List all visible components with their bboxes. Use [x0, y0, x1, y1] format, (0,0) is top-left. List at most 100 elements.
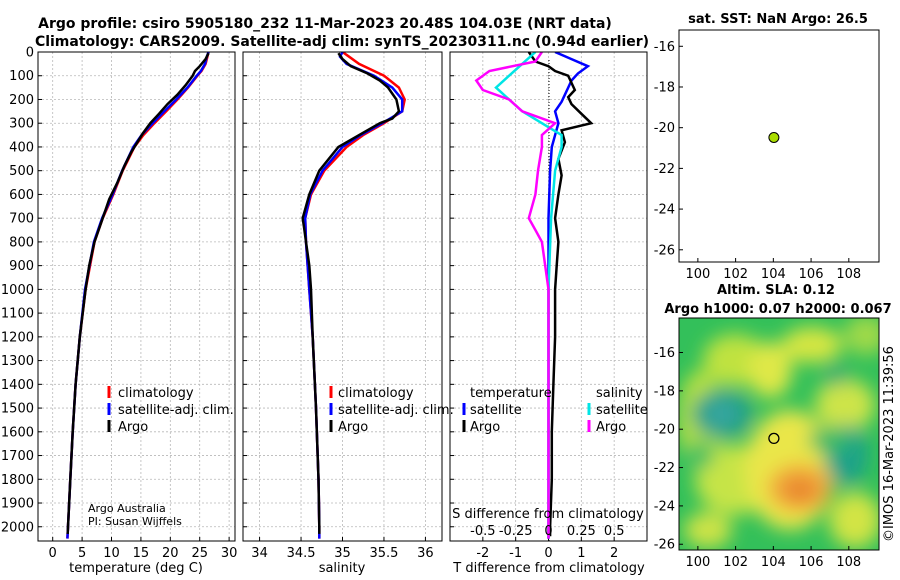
lat-tick-label: -24: [654, 203, 675, 218]
sla-panel: Altim. SLA: 0.12 Argo h1000: 0.07 h2000:…: [654, 283, 892, 570]
credit-organisation: Argo Australia: [88, 502, 166, 515]
depth-tick-label: 200: [9, 93, 34, 108]
lat-tick-label: -26: [654, 538, 675, 553]
lat-tick-label: -20: [654, 423, 675, 438]
difference-axes-frame: [449, 51, 648, 542]
depth-tick-label: 1700: [1, 449, 34, 464]
depth-tick-label: 500: [9, 164, 34, 179]
depth-tick-label: 100: [9, 69, 34, 84]
credit-pi: PI: Susan Wijffels: [88, 515, 182, 528]
depth-tick-label: 900: [9, 259, 34, 274]
salinity-axes-frame: [242, 51, 443, 542]
s-difference-label: S difference from climatology: [452, 507, 644, 522]
s-tick-label: 0.25: [567, 524, 596, 539]
lon-tick-label: 102: [723, 555, 748, 570]
legend-t-satellite-label: satellite: [470, 403, 522, 418]
salinity-grid: [243, 51, 442, 541]
x-tick-label: 0: [49, 546, 57, 561]
legend-salinity-title: salinity: [596, 386, 643, 401]
lat-tick-label: -18: [654, 384, 675, 399]
s-tick-label: -0.5: [470, 524, 495, 539]
temperature-argo-line: [66, 52, 210, 534]
sst-panel: sat. SST: NaN Argo: 26.5 100 102 104 106 108…: [654, 12, 880, 282]
lon-tick-label: 100: [685, 267, 710, 282]
depth-tick-label: 1400: [1, 378, 34, 393]
x-tick-label: 25: [191, 546, 208, 561]
lon-tick-label: 104: [761, 555, 786, 570]
difference-panel: -2 -1 0 1 2 temperature satellite Argo salin…: [449, 51, 648, 576]
lon-tick-label: 106: [799, 267, 824, 282]
salinity-ticks: 34 34.5 35 35.5 36: [243, 51, 434, 561]
x-tick-label: 20: [162, 546, 179, 561]
legend-satellite-label: satellite-adj. clim.: [338, 403, 454, 418]
depth-tick-label: 1600: [1, 425, 34, 440]
temperature-ticks: 0 5 10 15 20 25 300100200300400500600700800900…: [1, 46, 237, 562]
lat-tick-label: -18: [654, 80, 675, 95]
figure-title-line1: Argo profile: csiro 5905180_232 11-Mar-2…: [38, 16, 612, 32]
legend-s-argo-label: Argo: [596, 420, 626, 435]
depth-tick-label: 1900: [1, 497, 34, 512]
depth-tick-label: 1300: [1, 354, 34, 369]
salinity-satellite-line: [303, 52, 404, 539]
legend-climatology-label: climatology: [118, 386, 194, 401]
depth-tick-label: 1800: [1, 473, 34, 488]
x-tick-label: -1: [509, 546, 522, 561]
s-difference-ticks: -0.5 -0.25 0 0.25 0.5: [470, 524, 624, 539]
x-tick-label: -2: [476, 546, 489, 561]
legend-argo-label: Argo: [118, 420, 148, 435]
depth-tick-label: 300: [9, 117, 34, 132]
sla-heatmap: [679, 318, 879, 550]
legend-temperature-title: temperature: [470, 386, 552, 401]
sst-title: sat. SST: NaN Argo: 26.5: [688, 12, 868, 27]
legend-s-satellite-label: satellite: [596, 403, 648, 418]
depth-tick-label: 1200: [1, 330, 34, 345]
x-tick-label: 1: [577, 546, 585, 561]
lat-tick-label: -26: [654, 243, 675, 258]
temperature-panel: 0 5 10 15 20 25 300100200300400500600700800900…: [1, 46, 237, 577]
depth-tick-label: 2000: [1, 520, 34, 535]
lon-tick-label: 106: [799, 555, 824, 570]
x-tick-label: 36: [417, 546, 434, 561]
salinity-xlabel: salinity: [319, 561, 366, 576]
temperature-legend: climatology satellite-adj. clim. Argo: [107, 386, 234, 435]
lon-tick-label: 100: [685, 555, 710, 570]
depth-tick-label: 700: [9, 212, 34, 227]
lon-tick-label: 108: [836, 555, 861, 570]
depth-tick-label: 1100: [1, 307, 34, 322]
lat-tick-label: -16: [654, 40, 675, 55]
depth-tick-label: 800: [9, 235, 34, 250]
x-tick-label: 0: [544, 546, 552, 561]
legend-t-argo-label: Argo: [470, 420, 500, 435]
s-tick-label: 0: [544, 524, 552, 539]
imos-timestamp-watermark: ©IMOS 16-Mar-2023 11:39:56: [882, 346, 897, 542]
x-tick-label: 35: [334, 546, 351, 561]
lat-tick-label: -20: [654, 121, 675, 136]
sst-ticks: 100 102 104 106 108 -16 -18 -20 -22 -24 -26: [654, 40, 861, 282]
salinity-panel: 34 34.5 35 35.5 36 climatology satellite-adj…: [242, 51, 454, 576]
sla-title-line2: Argo h1000: 0.07 h2000: 0.067: [664, 302, 891, 317]
temperature-axes-frame: [37, 51, 236, 542]
sst-axes-frame: [678, 29, 880, 263]
legend-argo-label: Argo: [338, 420, 368, 435]
depth-tick-label: 0: [26, 46, 34, 61]
lat-tick-label: -16: [654, 346, 675, 361]
argo-location-marker: [768, 132, 780, 143]
s-tick-label: -0.25: [499, 524, 533, 539]
salinity-climatology-line: [303, 52, 407, 539]
x-tick-label: 34.5: [287, 546, 316, 561]
x-tick-label: 34: [251, 546, 268, 561]
salinity-legend: climatology satellite-adj. clim. Argo: [329, 386, 454, 435]
argo-location-ring: [768, 432, 780, 445]
sla-axes-frame: [678, 317, 880, 551]
s-diff-argo-line: [474, 52, 558, 539]
lon-tick-label: 104: [761, 267, 786, 282]
legend-satellite-label: satellite-adj. clim.: [118, 403, 234, 418]
lon-tick-label: 108: [836, 267, 861, 282]
x-tick-label: 10: [103, 546, 120, 561]
lat-tick-label: -22: [654, 461, 675, 476]
x-tick-label: 15: [133, 546, 150, 561]
difference-ticks: -2 -1 0 1 2: [450, 51, 618, 561]
sla-ticks: 100 102 104 106 108 -16 -18 -20 -22 -24 -26: [654, 346, 861, 570]
temperature-climatology-line: [66, 52, 210, 539]
